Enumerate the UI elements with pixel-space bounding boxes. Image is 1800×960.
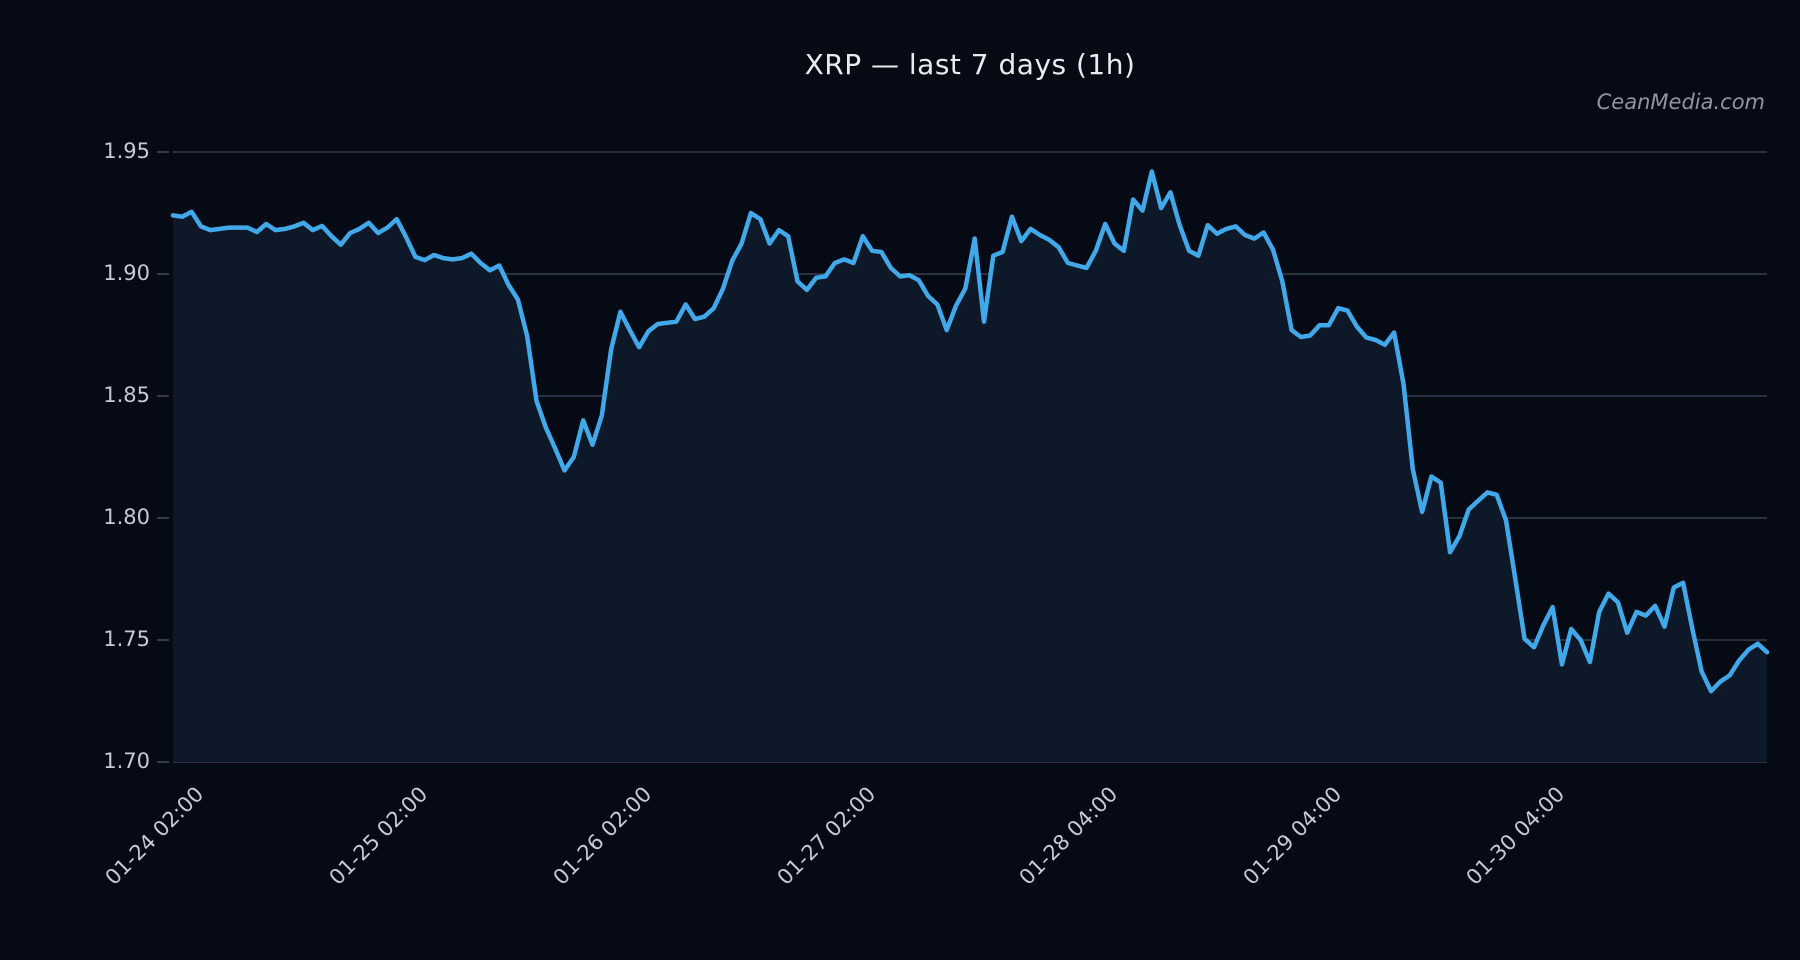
y-tick-label: 1.80: [103, 505, 150, 529]
y-tick-label: 1.90: [103, 261, 150, 285]
y-tick-label: 1.85: [103, 383, 150, 407]
watermark: CeanMedia.com: [1596, 90, 1765, 114]
y-tick-label: 1.95: [103, 139, 150, 163]
y-tick-label: 1.75: [103, 627, 150, 651]
y-tick-label: 1.70: [103, 749, 150, 773]
price-line: [170, 169, 1770, 694]
chart-title: XRP — last 7 days (1h): [804, 48, 1136, 81]
area-fill: [173, 171, 1767, 762]
